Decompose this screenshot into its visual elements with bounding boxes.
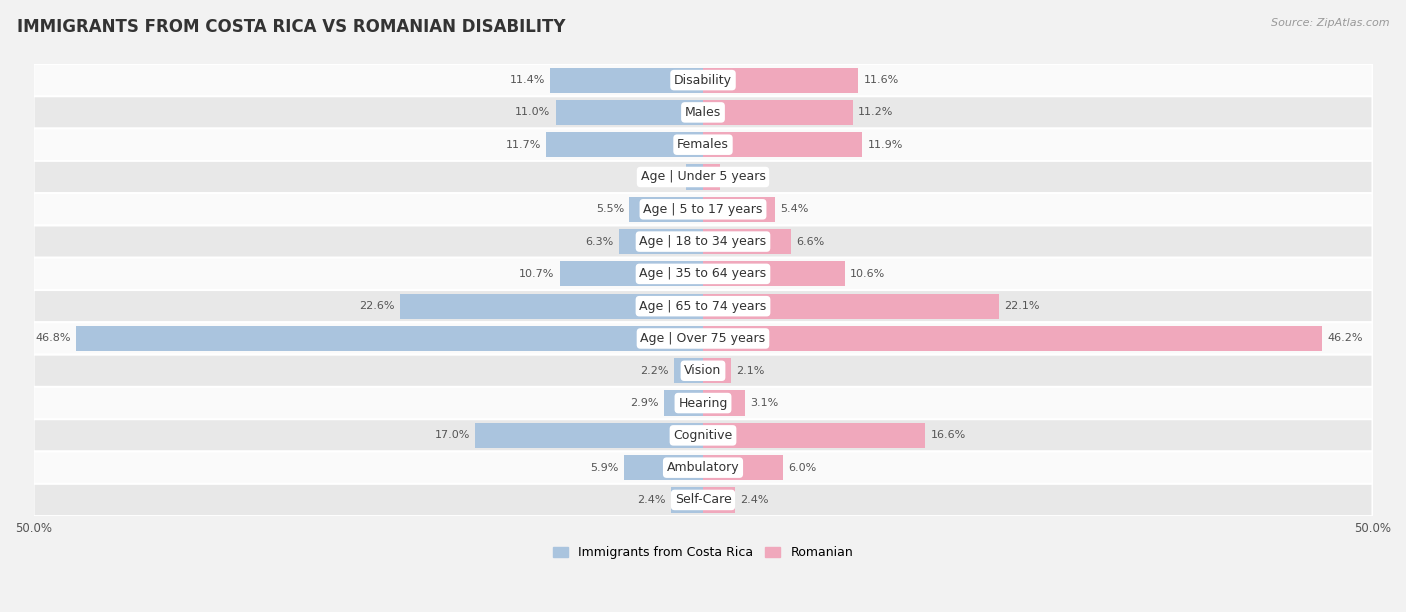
- FancyBboxPatch shape: [34, 354, 1372, 387]
- Bar: [703, 67, 858, 92]
- Text: IMMIGRANTS FROM COSTA RICA VS ROMANIAN DISABILITY: IMMIGRANTS FROM COSTA RICA VS ROMANIAN D…: [17, 18, 565, 36]
- Text: Hearing: Hearing: [678, 397, 728, 409]
- FancyBboxPatch shape: [34, 64, 1372, 96]
- Text: Source: ZipAtlas.com: Source: ZipAtlas.com: [1271, 18, 1389, 28]
- Text: 11.2%: 11.2%: [858, 107, 894, 118]
- Legend: Immigrants from Costa Rica, Romanian: Immigrants from Costa Rica, Romanian: [548, 541, 858, 564]
- Bar: [630, 196, 703, 222]
- FancyBboxPatch shape: [34, 484, 1372, 516]
- FancyBboxPatch shape: [34, 193, 1372, 225]
- Bar: [619, 229, 703, 254]
- Text: Age | 35 to 64 years: Age | 35 to 64 years: [640, 267, 766, 280]
- Text: Age | 18 to 34 years: Age | 18 to 34 years: [640, 235, 766, 248]
- Bar: [703, 100, 853, 125]
- Text: 22.6%: 22.6%: [360, 301, 395, 311]
- Text: 1.3%: 1.3%: [652, 172, 681, 182]
- FancyBboxPatch shape: [34, 290, 1372, 323]
- Bar: [703, 487, 735, 512]
- Bar: [547, 132, 703, 157]
- Bar: [560, 261, 703, 286]
- Bar: [703, 294, 998, 319]
- Text: 11.4%: 11.4%: [509, 75, 546, 85]
- Text: 2.4%: 2.4%: [741, 495, 769, 505]
- Text: 11.0%: 11.0%: [515, 107, 550, 118]
- FancyBboxPatch shape: [34, 129, 1372, 161]
- Text: Females: Females: [678, 138, 728, 151]
- FancyBboxPatch shape: [34, 387, 1372, 419]
- Text: 17.0%: 17.0%: [434, 430, 470, 441]
- Bar: [703, 455, 783, 480]
- Text: 5.9%: 5.9%: [591, 463, 619, 472]
- Text: 2.4%: 2.4%: [637, 495, 665, 505]
- Text: Self-Care: Self-Care: [675, 493, 731, 507]
- Bar: [555, 100, 703, 125]
- Bar: [686, 165, 703, 190]
- Text: Males: Males: [685, 106, 721, 119]
- Text: 2.2%: 2.2%: [640, 366, 668, 376]
- Text: Age | 5 to 17 years: Age | 5 to 17 years: [644, 203, 762, 216]
- Bar: [475, 423, 703, 448]
- Bar: [550, 67, 703, 92]
- Text: 11.7%: 11.7%: [506, 140, 541, 150]
- FancyBboxPatch shape: [34, 161, 1372, 193]
- Bar: [624, 455, 703, 480]
- Bar: [401, 294, 703, 319]
- FancyBboxPatch shape: [34, 452, 1372, 484]
- FancyBboxPatch shape: [34, 323, 1372, 354]
- Text: Ambulatory: Ambulatory: [666, 461, 740, 474]
- Bar: [703, 261, 845, 286]
- Bar: [703, 326, 1322, 351]
- FancyBboxPatch shape: [34, 258, 1372, 290]
- Text: Vision: Vision: [685, 364, 721, 377]
- Text: 5.5%: 5.5%: [596, 204, 624, 214]
- Text: 11.9%: 11.9%: [868, 140, 903, 150]
- Text: 16.6%: 16.6%: [931, 430, 966, 441]
- Text: 2.9%: 2.9%: [630, 398, 659, 408]
- Text: 1.3%: 1.3%: [725, 172, 754, 182]
- Bar: [703, 132, 862, 157]
- Text: Disability: Disability: [673, 73, 733, 87]
- Text: 3.1%: 3.1%: [749, 398, 778, 408]
- Text: Age | 65 to 74 years: Age | 65 to 74 years: [640, 300, 766, 313]
- Text: 46.8%: 46.8%: [35, 334, 70, 343]
- FancyBboxPatch shape: [34, 96, 1372, 129]
- Text: 10.7%: 10.7%: [519, 269, 554, 279]
- Text: Age | Over 75 years: Age | Over 75 years: [641, 332, 765, 345]
- Text: 46.2%: 46.2%: [1327, 334, 1362, 343]
- Text: 6.6%: 6.6%: [797, 237, 825, 247]
- Text: 10.6%: 10.6%: [851, 269, 886, 279]
- Bar: [76, 326, 703, 351]
- Bar: [703, 196, 775, 222]
- Bar: [703, 358, 731, 383]
- Bar: [664, 390, 703, 416]
- Text: Cognitive: Cognitive: [673, 429, 733, 442]
- Text: Age | Under 5 years: Age | Under 5 years: [641, 171, 765, 184]
- Bar: [673, 358, 703, 383]
- FancyBboxPatch shape: [34, 225, 1372, 258]
- FancyBboxPatch shape: [34, 419, 1372, 452]
- Text: 22.1%: 22.1%: [1004, 301, 1040, 311]
- Text: 11.6%: 11.6%: [863, 75, 898, 85]
- Text: 6.0%: 6.0%: [789, 463, 817, 472]
- Bar: [703, 423, 925, 448]
- Bar: [671, 487, 703, 512]
- Bar: [703, 390, 745, 416]
- Text: 2.1%: 2.1%: [737, 366, 765, 376]
- Text: 6.3%: 6.3%: [585, 237, 613, 247]
- Bar: [703, 165, 720, 190]
- Text: 5.4%: 5.4%: [780, 204, 808, 214]
- Bar: [703, 229, 792, 254]
